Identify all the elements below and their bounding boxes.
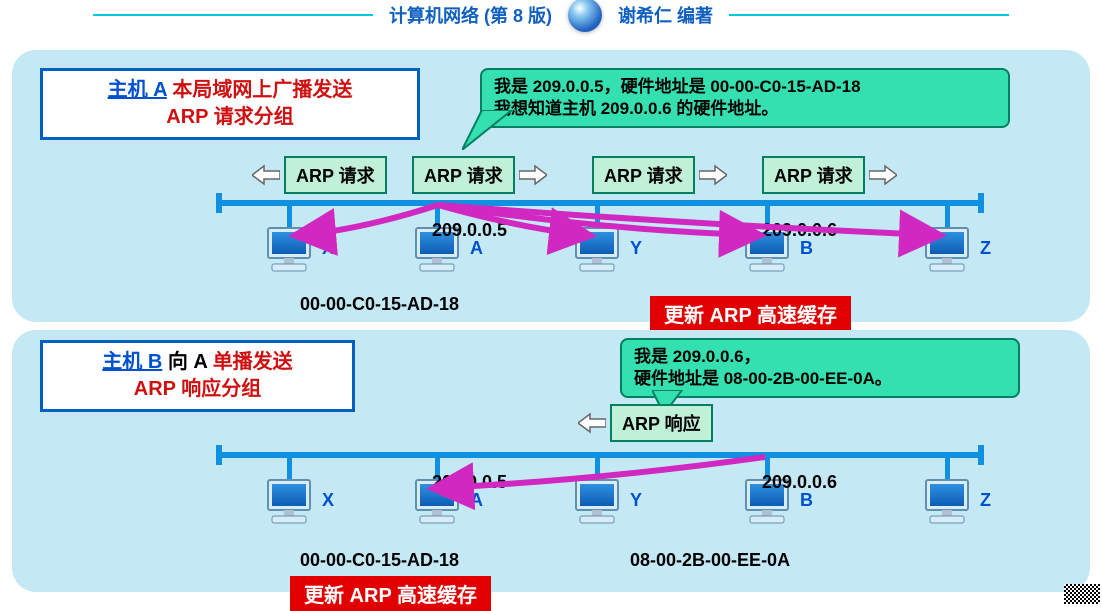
bus-cap-left-bot — [216, 445, 222, 465]
host-y-icon — [570, 226, 624, 279]
ip-label-b: 209.0.0.6 — [762, 472, 837, 493]
host-label-a: A — [470, 238, 483, 259]
page-header: 计算机网络 (第 8 版) 谢希仁 编著 — [0, 0, 1102, 30]
qr-code-icon — [1064, 584, 1100, 604]
bubble-req-line2: 我想知道主机 209.0.0.6 的硬件地址。 — [494, 98, 996, 120]
host-x-icon — [262, 226, 316, 279]
arp-request-box: ARP 请求 — [252, 156, 387, 194]
arrow-right-icon — [869, 164, 897, 186]
host-label-b: B — [800, 238, 813, 259]
book-title: 计算机网络 (第 8 版) — [389, 2, 552, 28]
globe-icon — [568, 0, 602, 32]
arp-request-box: ARP 请求 — [762, 156, 897, 194]
banner-top-text: 更新 ARP 高速缓存 — [664, 305, 837, 327]
arp-request-box: ARP 请求 — [592, 156, 727, 194]
title-arp-reply: ARP 响应分组 — [57, 376, 338, 403]
arp-reply-box: ARP 响应 — [578, 404, 713, 442]
title-unicast: 单播发送 — [213, 351, 293, 373]
banner-update-cache-top: 更新 ARP 高速缓存 — [650, 296, 851, 331]
arrow-left-icon — [252, 164, 280, 186]
bus-cap-right-top — [978, 193, 984, 213]
bubble-tail-icon — [462, 110, 522, 150]
title-box-reply: 主机 B 向 A 单播发送 ARP 响应分组 — [40, 340, 355, 412]
title-box-request: 主机 A 本局域网上广播发送 ARP 请求分组 — [40, 68, 420, 140]
host-label-y: Y — [630, 490, 642, 511]
arp-request-label: ARP 请求 — [284, 156, 387, 194]
bubble-rep-line2: 硬件地址是 08-00-2B-00-EE-0A。 — [634, 368, 1006, 390]
host-label-z: Z — [980, 490, 991, 511]
banner-bot-text: 更新 ARP 高速缓存 — [304, 585, 477, 607]
arp-request-box: ARP 请求 — [412, 156, 547, 194]
arrow-right-icon — [519, 164, 547, 186]
ip-label-a: 209.0.0.5 — [432, 220, 507, 241]
host-label-x: X — [322, 490, 334, 511]
host-z-icon — [920, 226, 974, 279]
bus-bottom — [220, 452, 980, 458]
arrow-right-icon — [699, 164, 727, 186]
arrow-left-icon — [578, 412, 606, 434]
speech-bubble-reply: 我是 209.0.0.6， 硬件地址是 08-00-2B-00-EE-0A。 — [620, 338, 1020, 398]
host-z-icon — [920, 478, 974, 531]
book-author: 谢希仁 编著 — [618, 2, 713, 28]
bus-top — [220, 200, 980, 206]
title-to-a: 向 A — [168, 351, 207, 373]
arp-request-label: ARP 请求 — [592, 156, 695, 194]
bus-cap-left-top — [216, 193, 222, 213]
arp-request-label: ARP 请求 — [762, 156, 865, 194]
mac-a-bot: 00-00-C0-15-AD-18 — [300, 550, 459, 571]
host-label-b: B — [800, 490, 813, 511]
host-y-icon — [570, 478, 624, 531]
ip-label-a: 209.0.0.5 — [432, 472, 507, 493]
ip-label-b: 209.0.0.6 — [762, 220, 837, 241]
title-broadcast: 本局域网上广播发送 — [172, 79, 352, 101]
host-label-x: X — [322, 238, 334, 259]
bubble-req-line1: 我是 209.0.0.5，硬件地址是 00-00-C0-15-AD-18 — [494, 76, 996, 98]
title-host-b: 主机 B — [102, 351, 162, 373]
host-x-icon — [262, 478, 316, 531]
host-label-y: Y — [630, 238, 642, 259]
arp-reply-label: ARP 响应 — [610, 404, 713, 442]
header-rule-left — [93, 14, 373, 16]
host-label-a: A — [470, 490, 483, 511]
arp-request-label: ARP 请求 — [412, 156, 515, 194]
mac-b-bot: 08-00-2B-00-EE-0A — [630, 550, 790, 571]
mac-a-top: 00-00-C0-15-AD-18 — [300, 294, 459, 315]
bus-cap-right-bot — [978, 445, 984, 465]
title-host-a: 主机 A — [108, 79, 167, 101]
header-rule-right — [729, 14, 1009, 16]
speech-bubble-request: 我是 209.0.0.5，硬件地址是 00-00-C0-15-AD-18 我想知… — [480, 68, 1010, 128]
bubble-rep-line1: 我是 209.0.0.6， — [634, 346, 1006, 368]
host-label-z: Z — [980, 238, 991, 259]
title-arp-request: ARP 请求分组 — [57, 104, 403, 131]
